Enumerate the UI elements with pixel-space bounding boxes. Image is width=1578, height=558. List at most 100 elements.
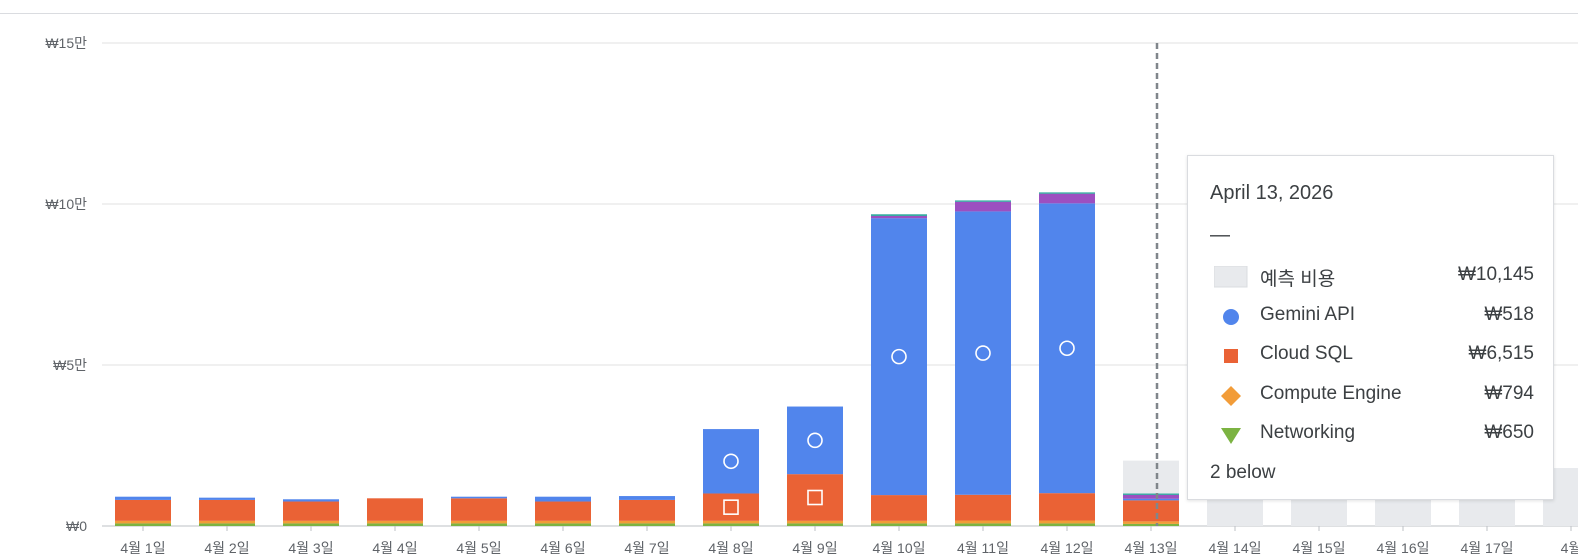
x-tick-label: 4월 5일 — [456, 540, 501, 556]
tooltip-label: Compute Engine — [1260, 383, 1402, 404]
bar-segment — [115, 520, 171, 524]
x-tick-label: 4월 17일 — [1460, 540, 1513, 556]
bar-segment — [199, 497, 255, 500]
bar-segment — [955, 200, 1011, 202]
bar-segment — [451, 520, 507, 524]
bar-segment — [1123, 523, 1179, 526]
bar-segment — [619, 496, 675, 500]
tooltip-label: Cloud SQL — [1260, 343, 1353, 364]
x-tick-label: 4월 6일 — [540, 540, 585, 556]
bar-segment — [451, 498, 507, 521]
bar-segment — [871, 495, 927, 521]
tooltip-value: ₩6,515 — [1468, 343, 1534, 364]
anomaly-circle-marker — [1059, 340, 1075, 357]
bar-segment — [115, 496, 171, 500]
x-tick-label: 4월 — [1561, 540, 1578, 556]
tooltip-more-text: 2 below — [1210, 462, 1276, 483]
bar-segment — [787, 523, 843, 526]
anomaly-circle-marker — [723, 453, 739, 470]
x-tick-label: 4월 1일 — [120, 540, 165, 556]
tooltip-row-networking: Networking ₩650 — [1210, 418, 1534, 448]
bar-segment — [955, 523, 1011, 526]
x-tick-label: 4월 9일 — [792, 540, 837, 556]
bar-segment — [619, 523, 675, 526]
tooltip-label: Gemini API — [1260, 304, 1356, 325]
bar-segment — [451, 523, 507, 526]
bar-segment — [1123, 494, 1179, 499]
y-tick-label: ₩15만 — [45, 35, 87, 51]
tooltip-value: ₩650 — [1484, 422, 1534, 443]
tooltip-value: ₩10,145 — [1457, 264, 1534, 285]
bar-segment — [1039, 493, 1095, 521]
bar-segment — [535, 501, 591, 521]
bar-segment — [955, 520, 1011, 524]
bar-segment — [787, 474, 843, 521]
tooltip-row-cloud-sql: Cloud SQL ₩6,515 — [1210, 339, 1534, 369]
bar-segment — [199, 523, 255, 526]
bar-segment — [871, 523, 927, 526]
bar-segment — [115, 523, 171, 526]
bar-segment — [1123, 521, 1179, 524]
tooltip-separator: — — [1210, 224, 1230, 246]
tooltip-value: ₩794 — [1484, 383, 1534, 404]
bar-segment — [703, 429, 759, 494]
triangle-marker-icon — [1214, 424, 1248, 444]
bar-segment — [115, 499, 171, 521]
bar-segment — [283, 523, 339, 526]
bar-segment — [787, 520, 843, 524]
bar-segment — [535, 520, 591, 524]
bar-segment — [619, 499, 675, 521]
bar-segment — [1123, 500, 1179, 522]
x-tick-label: 4월 3일 — [288, 540, 333, 556]
x-tick-label: 4월 16일 — [1376, 540, 1429, 556]
bar-segment — [283, 520, 339, 524]
x-tick-label: 4월 14일 — [1208, 540, 1261, 556]
bar-segment — [199, 499, 255, 521]
bar-segment — [283, 501, 339, 521]
x-tick-label: 4월 15일 — [1292, 540, 1345, 556]
forecast-swatch-icon — [1213, 265, 1248, 288]
bar-segment — [871, 520, 927, 524]
bar-segment — [1039, 520, 1095, 524]
bar-segment — [1123, 493, 1179, 495]
tooltip-row-forecast: 예측 비용 ₩10,145 — [1210, 260, 1534, 290]
bar-segment — [871, 214, 927, 216]
bar-segment — [283, 499, 339, 502]
tooltip-date: April 13, 2026 — [1210, 182, 1334, 204]
y-tick-label: ₩0 — [66, 518, 87, 534]
tooltip-label: Networking — [1260, 422, 1356, 443]
bar-segment — [1039, 203, 1095, 494]
x-tick-label: 4월 13일 — [1124, 540, 1177, 556]
bar-segment — [703, 520, 759, 524]
bar-segment — [619, 520, 675, 524]
x-tick-label: 4월 7일 — [624, 540, 669, 556]
bar-segment — [535, 496, 591, 502]
y-tick-label: ₩10만 — [45, 196, 87, 212]
bar-segment — [871, 218, 927, 496]
bar-segment — [451, 496, 507, 499]
x-tick-label: 4월 10일 — [872, 540, 925, 556]
bar-segment — [955, 201, 1011, 212]
bar-segment — [871, 215, 927, 219]
x-tick-label: 4월 11일 — [957, 540, 1009, 556]
bar-segment — [703, 493, 759, 521]
top-divider — [0, 13, 1578, 14]
x-tick-label: 4월 4일 — [372, 540, 417, 556]
y-tick-label: ₩5만 — [53, 357, 87, 373]
diamond-marker-icon — [1214, 385, 1248, 406]
bar-segment — [787, 406, 843, 475]
bar-segment — [199, 520, 255, 524]
x-tick-label: 4월 12일 — [1040, 540, 1093, 556]
x-tick-label: 4월 2일 — [204, 540, 249, 556]
bar-segment — [955, 494, 1011, 521]
bar-segment — [367, 498, 423, 521]
anomaly-square-marker — [807, 489, 823, 506]
anomaly-circle-marker — [891, 348, 907, 365]
chart-tooltip: April 13, 2026 — 예측 비용 ₩10,145 Gemini AP… — [1187, 155, 1554, 500]
circle-marker-icon — [1214, 306, 1248, 326]
x-tick-label: 4월 8일 — [708, 540, 753, 556]
bar-segment — [367, 520, 423, 524]
bar-segment — [535, 523, 591, 526]
tooltip-value: ₩518 — [1484, 304, 1534, 325]
